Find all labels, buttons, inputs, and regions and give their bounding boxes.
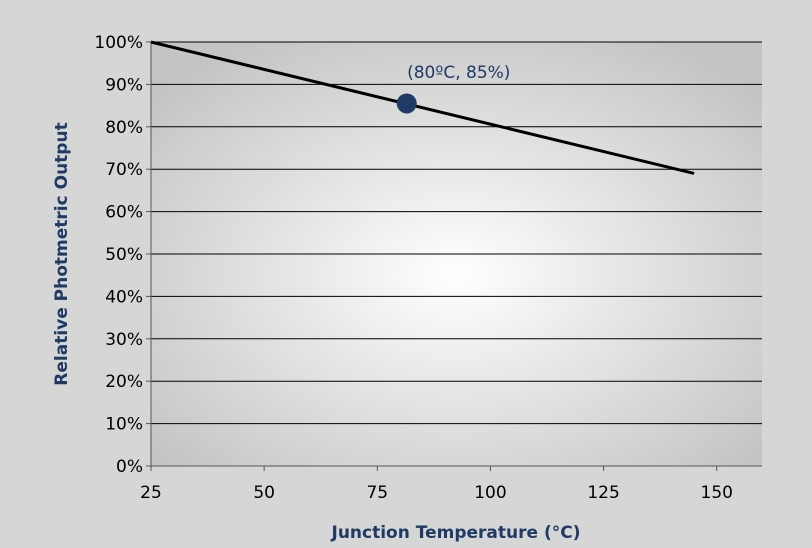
series-line [150,40,695,175]
y-tick-label: 100% [94,33,143,53]
series-layer [150,40,695,175]
tick-labels: 0% 10% 20% 30% 40% 50% 60% 70% 80% 90% 100% 25 50 75 1… [94,33,733,503]
y-tick-label: 50% [105,245,143,265]
highlight-point [396,93,417,114]
marker-layer [396,93,417,114]
x-tick-label: 75 [366,483,388,503]
y-tick-label: 60% [105,203,143,223]
x-tick-label: 100 [474,483,506,503]
x-tick-label: 25 [140,483,162,503]
x-tick-label: 125 [587,483,619,503]
x-tick-label: 50 [253,483,275,503]
grid-lines [151,41,762,425]
y-tick-label: 10% [105,415,143,435]
y-tick-label: 80% [105,118,143,138]
x-tick-label: 150 [701,483,733,503]
y-tick-label: 70% [105,160,143,180]
y-tick-label: 0% [116,457,143,477]
y-tick-label: 30% [105,330,143,350]
x-axis-title: Junction Temperature (°C) [331,523,581,543]
y-tick-label: 90% [105,75,143,95]
y-tick-label: 40% [105,287,143,307]
y-tick-label: 20% [105,372,143,392]
axes [146,41,762,471]
annotation-label: (80ºC, 85%) [407,63,510,83]
y-axis-title: Relative Photmetric Output [52,122,72,385]
